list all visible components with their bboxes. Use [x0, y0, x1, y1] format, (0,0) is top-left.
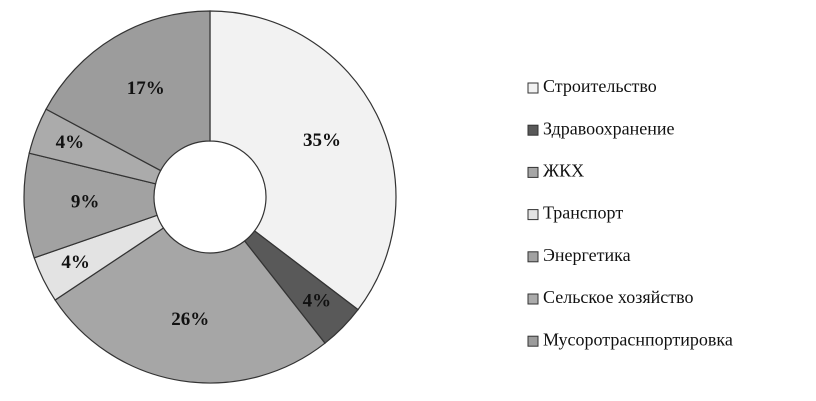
- data-label: 4%: [303, 291, 332, 312]
- legend-swatch: [527, 166, 539, 178]
- slice: [54, 227, 326, 384]
- legend-swatch: [527, 293, 539, 305]
- legend-swatch: [527, 82, 539, 94]
- legend-label: Строительство: [543, 76, 657, 96]
- data-label: 17%: [127, 78, 165, 99]
- data-label: 4%: [61, 252, 90, 273]
- data-label: 9%: [71, 191, 100, 212]
- legend-label: Здравоохранение: [543, 118, 675, 138]
- slice: [45, 10, 211, 172]
- legend-label: Мусоротраснпортировка: [543, 329, 733, 349]
- legend-label: Сельское хозяйство: [543, 287, 694, 307]
- data-label: 4%: [56, 132, 85, 153]
- legend-label: Энергетика: [543, 245, 631, 265]
- legend-swatch: [527, 251, 539, 263]
- legend-swatch: [527, 209, 539, 221]
- data-label: 35%: [303, 130, 341, 151]
- legend-label: ЖКХ: [543, 161, 584, 181]
- legend-swatch: [527, 124, 539, 136]
- slice: [209, 10, 397, 311]
- legend-label: Транспорт: [543, 203, 623, 223]
- data-label: 26%: [171, 309, 209, 330]
- legend-swatch: [527, 335, 539, 347]
